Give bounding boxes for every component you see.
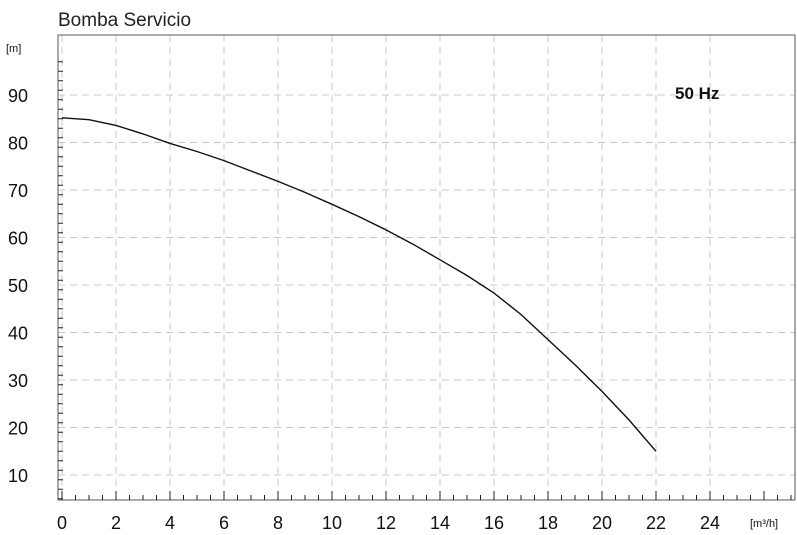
chart-title: Bomba Servicio (58, 10, 191, 31)
x-tick-label: 12 (376, 513, 396, 533)
y-tick-label: 30 (8, 371, 28, 391)
x-axis-tick-labels: 0 2 4 6 8 10 12 14 16 18 20 22 24 (57, 513, 720, 533)
x-tick-label: 4 (165, 513, 175, 533)
x-tick-label: 6 (219, 513, 229, 533)
frequency-annotation: 50 Hz (675, 84, 719, 103)
y-tick-label: 90 (8, 86, 28, 106)
axis-minor-ticks (58, 61, 792, 500)
y-tick-label: 80 (8, 134, 28, 154)
x-tick-label: 8 (273, 513, 283, 533)
x-tick-label: 22 (646, 513, 666, 533)
y-axis-unit-label: [m] (6, 43, 21, 55)
x-tick-label: 0 (57, 513, 67, 533)
plot-frame (57, 34, 796, 501)
x-axis-unit-label: [m³/h] (750, 518, 778, 530)
x-tick-label: 14 (430, 513, 450, 533)
x-tick-label: 24 (700, 513, 720, 533)
x-tick-label: 18 (538, 513, 558, 533)
x-tick-label: 2 (111, 513, 121, 533)
y-tick-label: 20 (8, 419, 28, 439)
x-tick-label: 10 (322, 513, 342, 533)
y-axis-tick-labels: 10 20 30 40 50 60 70 80 90 (8, 86, 28, 486)
pump-head-curve (61, 117, 657, 452)
series-layer (61, 117, 657, 452)
x-tick-label: 16 (484, 513, 504, 533)
grid (58, 35, 795, 500)
y-tick-label: 40 (8, 324, 28, 344)
y-tick-label: 70 (8, 181, 28, 201)
x-tick-label: 20 (592, 513, 612, 533)
y-tick-label: 50 (8, 276, 28, 296)
y-tick-label: 10 (8, 466, 28, 486)
y-tick-label: 60 (8, 229, 28, 249)
